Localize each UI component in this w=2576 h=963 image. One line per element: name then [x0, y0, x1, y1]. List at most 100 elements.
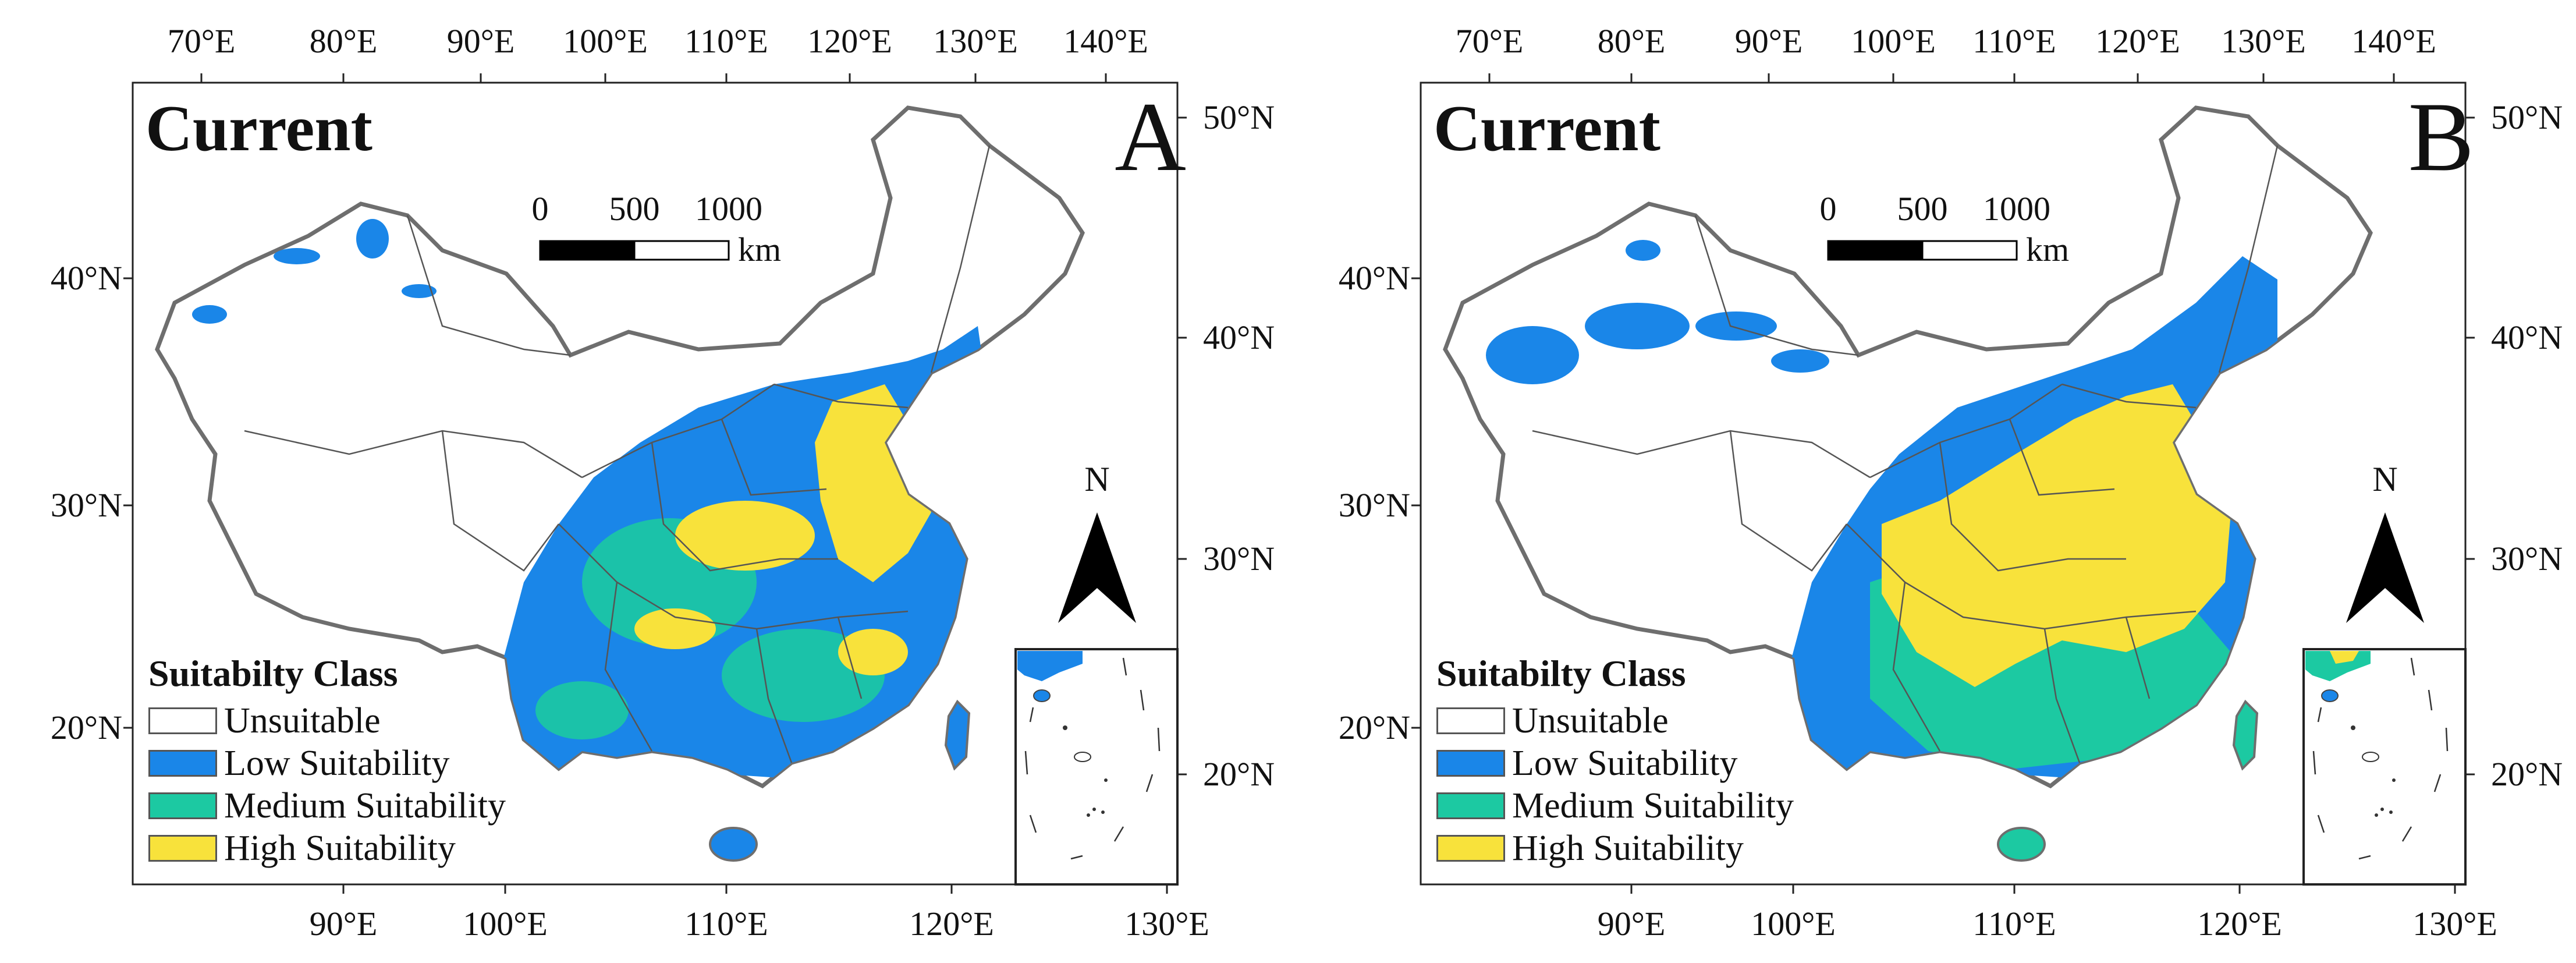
map-title: Current [146, 93, 372, 165]
low-suitability-patch [356, 219, 389, 259]
lon-label-top: 110°E [684, 22, 768, 60]
taiwan-island [2232, 699, 2259, 771]
scale-tick-label: 1000 [1983, 190, 2050, 228]
legend: Suitabilty Class Unsuitable Low Suitabil… [1436, 655, 1794, 869]
lon-label-top: 90°E [446, 22, 515, 60]
lon-label-top: 120°E [807, 22, 892, 60]
legend-swatch [1436, 707, 1505, 734]
legend-title: Suitabilty Class [148, 653, 398, 694]
legend-swatch [148, 749, 217, 777]
north-arrow-label: N [2372, 460, 2398, 498]
north-arrow-shape [1058, 512, 1136, 623]
province-boundaries [1532, 145, 2279, 763]
high-suitability-patch [634, 608, 716, 649]
legend-swatch [1436, 792, 1505, 819]
high-suitability-region [1882, 384, 2231, 687]
lat-label-left: 20°N [50, 709, 122, 746]
map-canvas-a [123, 73, 1187, 894]
map-panel-a: 70°E 80°E 90°E 100°E 110°E 120°E 130°E 1… [50, 22, 1275, 943]
axis-ticks [123, 73, 1187, 894]
lon-label-top: 120°E [2095, 22, 2180, 60]
inset-frame [1014, 648, 1179, 886]
scale-bar-unit: km [2026, 231, 2070, 268]
high-suitability-patch [675, 501, 815, 571]
lon-label-bottom: 120°E [2197, 905, 2282, 943]
lat-label-right: 30°N [1203, 540, 1275, 578]
lat-label-left: 30°N [1338, 486, 1410, 524]
legend-label: High Suitability [224, 828, 456, 868]
axis-ticks [1411, 73, 2475, 894]
lon-label-top: 140°E [1063, 22, 1148, 60]
inset-map [1017, 651, 1161, 860]
low-suitability-patch [1486, 326, 1579, 384]
medium-suitability-patch [535, 681, 629, 739]
lon-label-bottom: 120°E [909, 905, 994, 943]
lon-label-bottom: 90°E [309, 905, 378, 943]
panel-letter: A [1115, 82, 1186, 192]
low-suitability-patch [192, 305, 227, 324]
lat-label-right: 20°N [1203, 755, 1275, 793]
scale-tick-label: 1000 [695, 190, 762, 228]
lon-label-top: 100°E [1851, 22, 1936, 60]
north-arrow-shape [2346, 512, 2424, 623]
lon-label-top: 130°E [2221, 22, 2306, 60]
legend-swatch [148, 792, 217, 819]
lon-label-top: 70°E [1455, 22, 1524, 60]
legend-item-medium: Medium Suitability [148, 784, 506, 827]
lon-label-bottom: 90°E [1597, 905, 1666, 943]
low-suitability-patch [1771, 349, 1829, 373]
lat-label-left: 30°N [50, 486, 122, 524]
lat-label-right: 20°N [2491, 755, 2563, 793]
lon-label-bottom: 130°E [1124, 905, 1209, 943]
map-title: Current [1434, 93, 1660, 165]
high-suitability-patch [838, 629, 908, 675]
lat-label-right: 40°N [1203, 318, 1275, 356]
lon-label-bottom: 100°E [1751, 905, 1836, 943]
legend-label: Low Suitability [224, 743, 450, 783]
scale-tick-label: 0 [531, 190, 549, 228]
legend-item-low: Low Suitability [148, 742, 506, 784]
taiwan-island [944, 699, 971, 771]
legend-item-low: Low Suitability [1436, 742, 1794, 784]
legend-item-unsuitable: Unsuitable [1436, 699, 1794, 742]
hainan-island [1997, 827, 2046, 862]
legend-item-high: High Suitability [148, 827, 506, 869]
legend-label: Medium Suitability [1512, 785, 1794, 826]
low-suitability-patch [274, 248, 320, 264]
lon-label-bottom: 110°E [1972, 905, 2056, 943]
lon-label-top: 140°E [2351, 22, 2436, 60]
lon-label-top: 90°E [1734, 22, 1803, 60]
low-suitability-patch [1626, 240, 1660, 261]
lon-label-top: 130°E [933, 22, 1018, 60]
scale-bar-black [539, 240, 636, 261]
lat-label-left: 40°N [1338, 259, 1410, 297]
inset-map [2305, 651, 2449, 860]
scale-bar-white [633, 240, 730, 261]
legend-item-high: High Suitability [1436, 827, 1794, 869]
scale-tick-label: 500 [1897, 190, 1948, 228]
scale-tick-label: 0 [1819, 190, 1837, 228]
low-suitability-patch [1585, 303, 1690, 349]
north-arrow-label: N [1084, 460, 1110, 498]
map-canvas-b [1411, 73, 2475, 894]
legend-swatch [148, 834, 217, 862]
legend-label: Unsuitable [1512, 700, 1669, 741]
legend-label: Low Suitability [1512, 743, 1738, 783]
lon-label-top: 70°E [167, 22, 236, 60]
lon-label-top: 100°E [563, 22, 648, 60]
lon-label-bottom: 100°E [463, 905, 548, 943]
scale-bar-black [1827, 240, 1924, 261]
scale-bar-white [1921, 240, 2018, 261]
lon-label-top: 80°E [1597, 22, 1666, 60]
lat-label-left: 40°N [50, 259, 122, 297]
lat-label-right: 50°N [1203, 98, 1275, 136]
legend-item-unsuitable: Unsuitable [148, 699, 506, 742]
lon-label-top: 110°E [1972, 22, 2056, 60]
lat-label-right: 50°N [2491, 98, 2563, 136]
lat-label-left: 20°N [1338, 709, 1410, 746]
lat-label-right: 30°N [2491, 540, 2563, 578]
legend-label: Unsuitable [224, 700, 381, 741]
lon-label-top: 80°E [309, 22, 378, 60]
legend-label: Medium Suitability [224, 785, 506, 826]
legend-swatch [148, 707, 217, 734]
